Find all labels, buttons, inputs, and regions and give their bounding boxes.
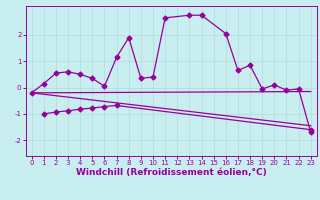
X-axis label: Windchill (Refroidissement éolien,°C): Windchill (Refroidissement éolien,°C) [76,168,267,177]
